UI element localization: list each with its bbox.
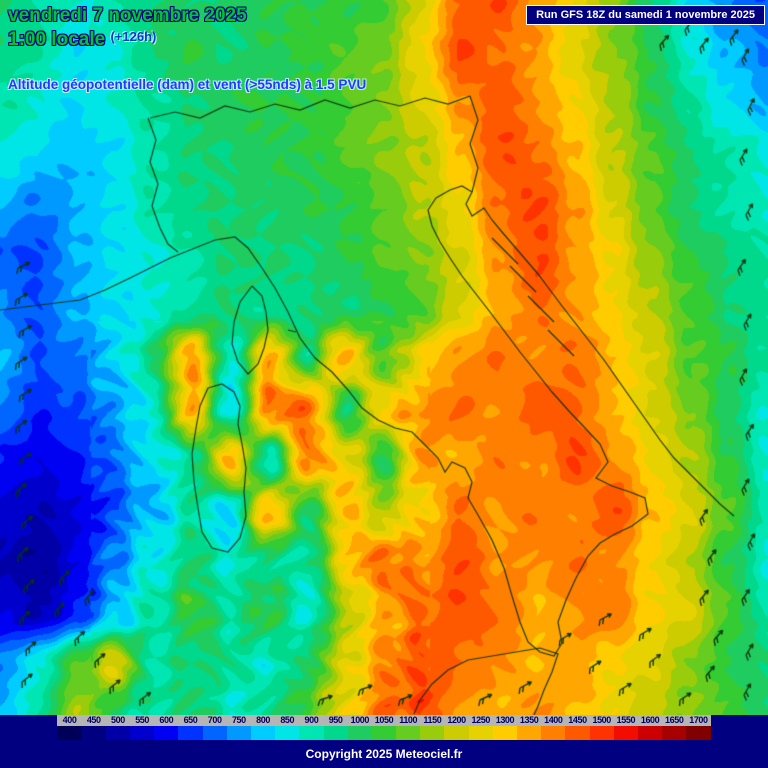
- legend-cell: 1500: [589, 715, 614, 740]
- map-subtitle: Altitude géopotentielle (dam) et vent (>…: [8, 77, 367, 92]
- legend-color-swatch: [323, 726, 348, 740]
- legend-value-label: 1300: [492, 715, 518, 726]
- legend-value-label: 850: [275, 715, 300, 726]
- legend-color-swatch: [468, 726, 493, 740]
- legend-cell: 1600: [637, 715, 663, 740]
- legend-value-label: 400: [57, 715, 82, 726]
- legend-value-label: 450: [81, 715, 106, 726]
- legend-cell: 1350: [517, 715, 542, 740]
- legend-color-swatch: [662, 726, 687, 740]
- legend-value-label: 1500: [589, 715, 614, 726]
- legend-cell: 850: [275, 715, 300, 740]
- legend-color-swatch: [686, 726, 711, 740]
- legend-value-label: 1600: [637, 715, 663, 726]
- legend-value-label: 1200: [444, 715, 469, 726]
- legend-cell: 1100: [396, 715, 421, 740]
- legend-color-swatch: [420, 726, 445, 740]
- legend-value-label: 1100: [396, 715, 421, 726]
- legend-color-swatch: [613, 726, 638, 740]
- legend-cells: 400 450 500 550 600 650 700 750 800 850 900 950 1000…: [57, 715, 711, 740]
- legend-cell: 900: [299, 715, 324, 740]
- legend-color-swatch: [275, 726, 300, 740]
- legend-value-label: 800: [250, 715, 276, 726]
- copyright-bar: Copyright 2025 Meteociel.fr: [0, 740, 768, 768]
- forecast-offset-label: (+126h): [110, 29, 157, 44]
- legend-value-label: 1250: [468, 715, 493, 726]
- legend-cell: 450: [81, 715, 106, 740]
- legend-cell: 1550: [613, 715, 638, 740]
- time-label: 1:00 locale: [8, 29, 106, 50]
- legend-color-swatch: [492, 726, 518, 740]
- legend-value-label: 700: [202, 715, 227, 726]
- legend-value-label: 650: [178, 715, 203, 726]
- title-block: vendredi 7 novembre 2025 1:00 locale (+1…: [8, 5, 366, 92]
- geopotential-map-canvas: [0, 0, 768, 715]
- legend-value-label: 750: [226, 715, 251, 726]
- legend-value-label: 1350: [517, 715, 542, 726]
- legend-cell: 1150: [420, 715, 445, 740]
- legend-cell: 1700: [686, 715, 711, 740]
- legend-color-swatch: [105, 726, 131, 740]
- legend-value-label: 550: [130, 715, 155, 726]
- legend-value-label: 1150: [420, 715, 445, 726]
- legend-cell: 550: [130, 715, 155, 740]
- legend-value-label: 500: [105, 715, 131, 726]
- legend-value-label: 1050: [371, 715, 397, 726]
- legend-cell: 1200: [444, 715, 469, 740]
- legend-value-label: 1700: [686, 715, 711, 726]
- legend-cell: 1450: [565, 715, 590, 740]
- legend-color-swatch: [299, 726, 324, 740]
- date-title: vendredi 7 novembre 2025: [8, 5, 247, 26]
- legend-cell: 700: [202, 715, 227, 740]
- legend-cell: 950: [323, 715, 348, 740]
- legend-value-label: 950: [323, 715, 348, 726]
- legend-cell: 400: [57, 715, 82, 740]
- legend-value-label: 1550: [613, 715, 638, 726]
- legend-cell: 1000: [347, 715, 372, 740]
- legend-colorbar: 400 450 500 550 600 650 700 750 800 850 900 950 1000…: [0, 715, 768, 740]
- legend-cell: 1050: [371, 715, 397, 740]
- legend-cell: 750: [226, 715, 251, 740]
- legend-color-swatch: [178, 726, 203, 740]
- legend-color-swatch: [371, 726, 397, 740]
- legend-cell: 1300: [492, 715, 518, 740]
- legend-cell: 800: [250, 715, 276, 740]
- legend-color-swatch: [637, 726, 663, 740]
- legend-cell: 1650: [662, 715, 687, 740]
- legend-color-swatch: [541, 726, 566, 740]
- legend-color-swatch: [396, 726, 421, 740]
- legend-value-label: 1400: [541, 715, 566, 726]
- legend-color-swatch: [565, 726, 590, 740]
- legend-color-swatch: [202, 726, 227, 740]
- legend-color-swatch: [517, 726, 542, 740]
- run-info-box: Run GFS 18Z du samedi 1 novembre 2025: [526, 5, 765, 25]
- legend-color-swatch: [154, 726, 179, 740]
- legend-cell: 1400: [541, 715, 566, 740]
- legend-cell: 600: [154, 715, 179, 740]
- time-title: 1:00 locale (+126h): [8, 26, 366, 50]
- legend-color-swatch: [347, 726, 372, 740]
- legend-cell: 1250: [468, 715, 493, 740]
- legend-color-swatch: [57, 726, 82, 740]
- legend-color-swatch: [250, 726, 276, 740]
- legend-value-label: 1450: [565, 715, 590, 726]
- legend-value-label: 900: [299, 715, 324, 726]
- legend-value-label: 1000: [347, 715, 372, 726]
- legend-color-swatch: [444, 726, 469, 740]
- legend-color-swatch: [81, 726, 106, 740]
- legend-cell: 650: [178, 715, 203, 740]
- legend-value-label: 1650: [662, 715, 687, 726]
- legend-cell: 500: [105, 715, 131, 740]
- legend-color-swatch: [226, 726, 251, 740]
- legend-value-label: 600: [154, 715, 179, 726]
- legend-color-swatch: [589, 726, 614, 740]
- legend-color-swatch: [130, 726, 155, 740]
